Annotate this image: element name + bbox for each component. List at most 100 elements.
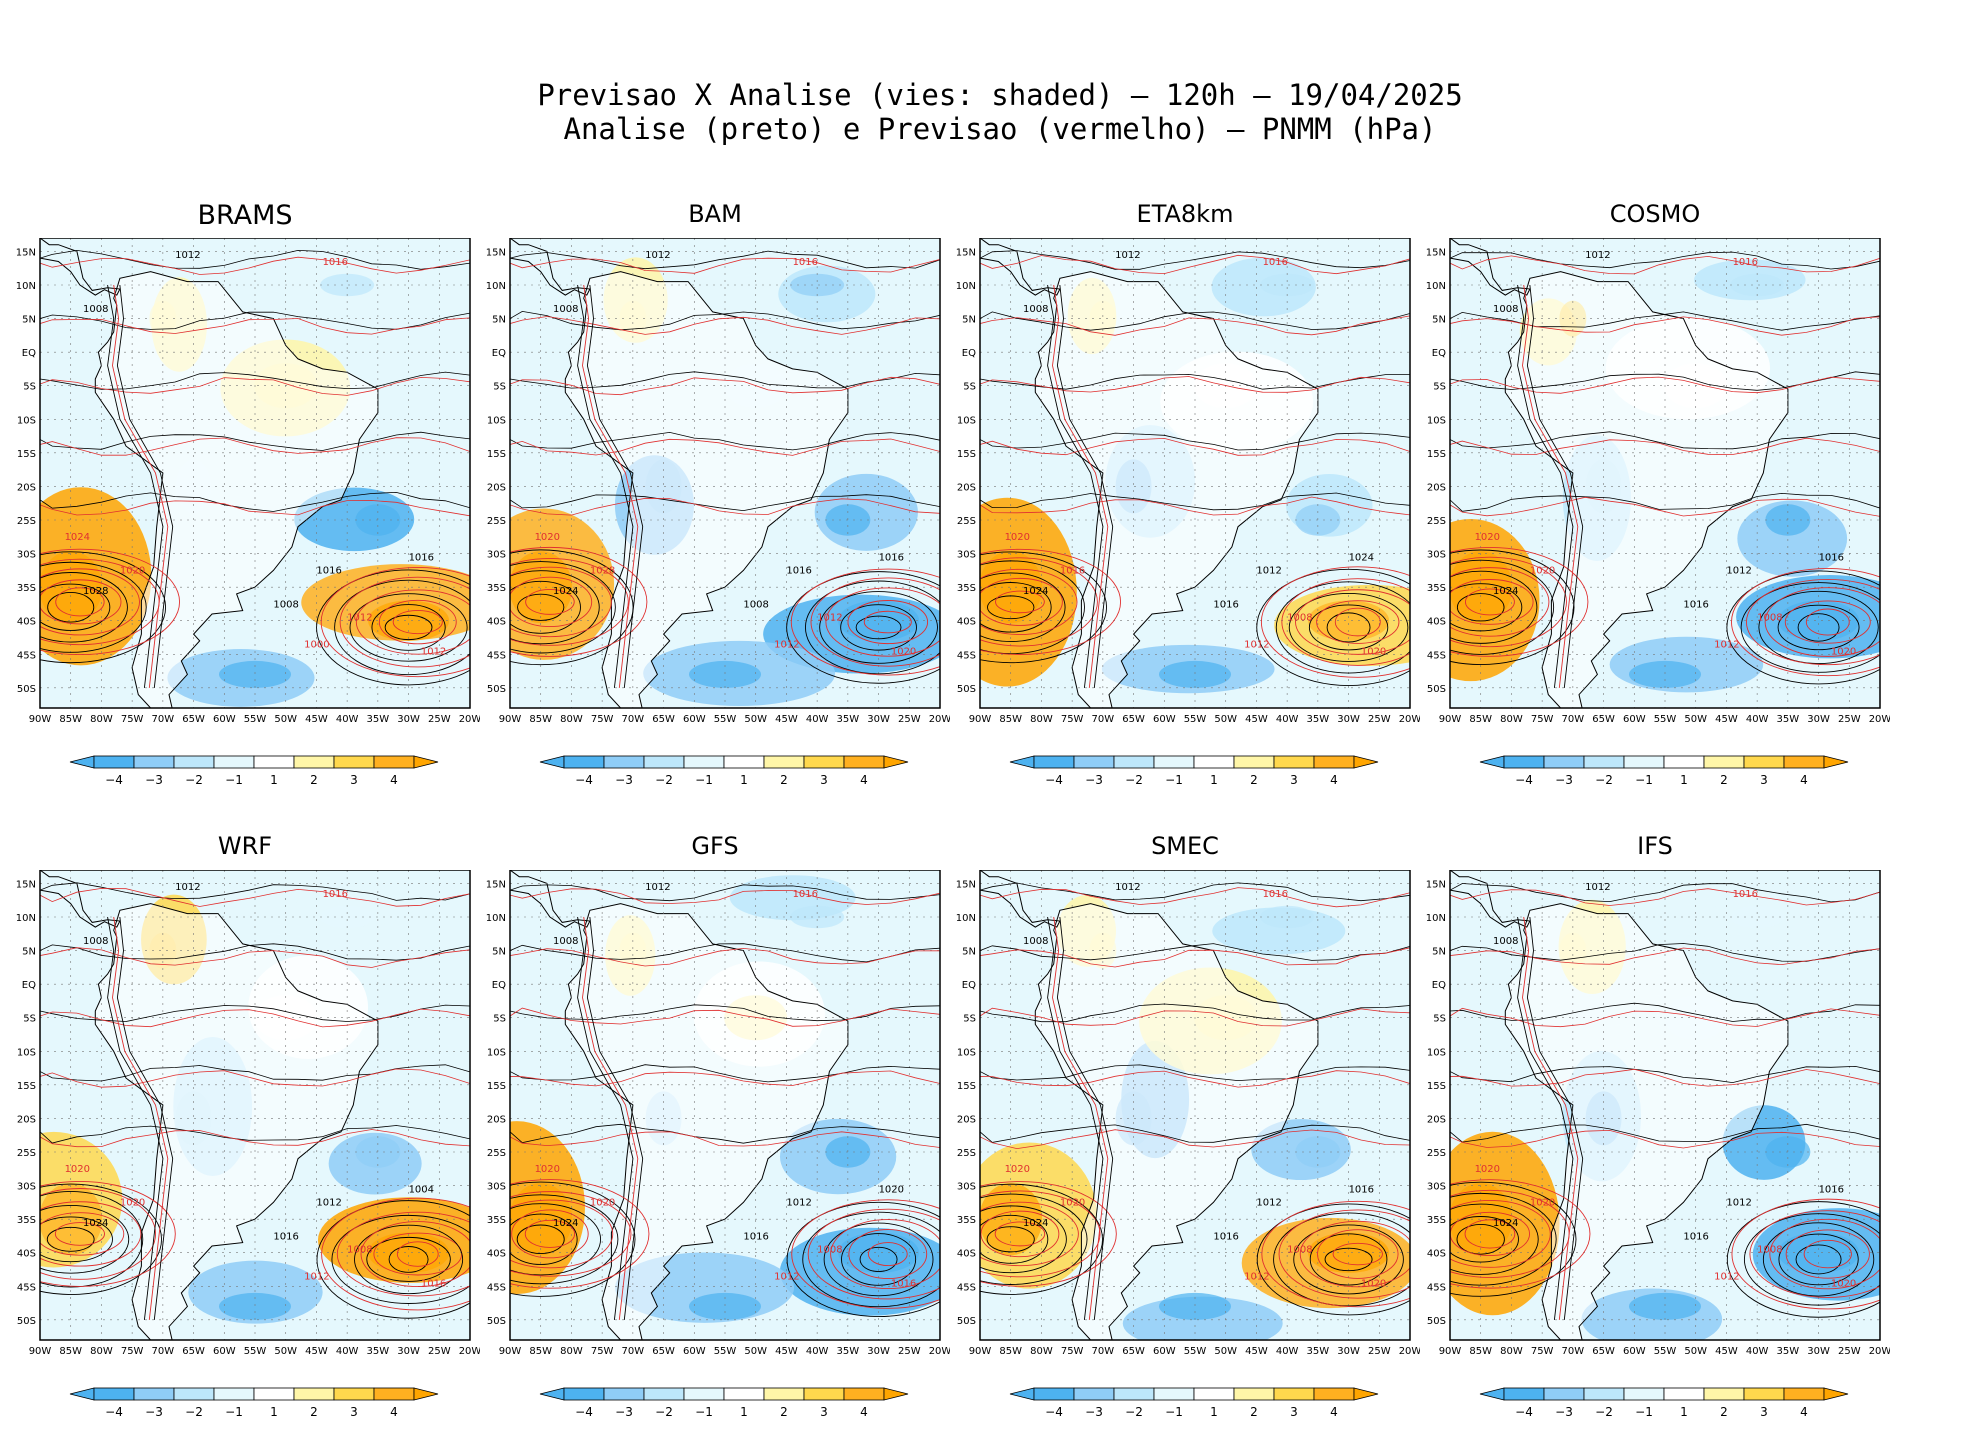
lat-tick-label: 15S <box>1427 449 1446 460</box>
forecast-isobar <box>1334 607 1381 637</box>
lon-tick-label: 25W <box>898 714 921 725</box>
colorbar-segment <box>333 1387 375 1401</box>
lon-tick-label: 60W <box>1153 1346 1176 1357</box>
lon-tick-label: 75W <box>591 714 614 725</box>
colorbar-label: −1 <box>225 773 243 787</box>
analysis-isobar <box>40 1183 162 1295</box>
colorbar-label: −3 <box>1555 773 1573 787</box>
map-frame: 1012 1016 1008 1020 1024 1020 1012 1008 1016 1012… <box>956 870 1420 1357</box>
forecast-isobar <box>830 1219 940 1290</box>
contour-label: 1012 <box>421 646 446 657</box>
bias-shade-core <box>1629 1292 1701 1320</box>
contour-label: 1020 <box>1475 1164 1500 1175</box>
colorbar-label: 4 <box>860 773 868 787</box>
forecast-isobar <box>1450 437 1880 455</box>
colorbar-label: 1 <box>1680 773 1688 787</box>
contour-label: 1024 <box>553 1218 578 1229</box>
analysis-isobar <box>510 1004 940 1022</box>
colorbar-arrow-high <box>1823 755 1849 769</box>
forecast-isobar <box>510 1007 940 1027</box>
colorbar-segment <box>373 755 415 769</box>
lon-tick-label: 50W <box>1214 1346 1237 1357</box>
lat-tick-label: 10S <box>17 415 36 426</box>
colorbar-label: −3 <box>615 1405 633 1419</box>
panel-title: IFS <box>1637 832 1673 860</box>
analysis-isobar <box>384 614 433 641</box>
lon-tick-label: 85W <box>59 714 82 725</box>
lon-tick-label: 70W <box>1092 714 1115 725</box>
forecast-isobar <box>847 600 929 645</box>
forecast-isobar <box>40 1212 125 1256</box>
analysis-isobar <box>40 249 470 270</box>
forecast-isobar <box>355 589 470 655</box>
colorbar-label: 4 <box>860 1405 868 1419</box>
analysis-isobar <box>510 1181 636 1297</box>
analysis-isobar <box>331 1214 470 1304</box>
forecast-isobar <box>1450 888 1880 906</box>
lat-tick-label: 20S <box>17 1114 36 1125</box>
contour-label: 1020 <box>535 1164 560 1175</box>
contour-label: 1008 <box>817 1245 842 1256</box>
analysis-isobar <box>40 583 111 631</box>
contour-label: 1012 <box>175 250 200 261</box>
lat-tick-label: 25S <box>957 516 976 527</box>
lat-tick-label: 10N <box>1426 913 1446 924</box>
lon-tick-label: 70W <box>1562 1346 1585 1357</box>
colorbar: −4 −3 −2 −1 1 2 3 4 <box>1479 755 1849 787</box>
contour-label: 1024 <box>65 532 90 543</box>
forecast-isobar <box>980 1070 1410 1088</box>
analysis-isobar <box>1308 604 1389 651</box>
lon-tick-label: 20W <box>1399 1346 1420 1357</box>
contour-label: 1016 <box>1349 1184 1374 1195</box>
lat-tick-label: EQ <box>1432 980 1446 991</box>
colorbar-segment <box>1583 755 1625 769</box>
bias-shade-core <box>689 660 761 688</box>
forecast-isobar <box>1769 1218 1880 1290</box>
analysis-isobar <box>1450 559 1555 655</box>
forecast-isobar <box>980 947 1410 968</box>
lat-tick-label: 20S <box>487 482 506 493</box>
colorbar-label: 1 <box>270 1405 278 1419</box>
colorbar-label: 4 <box>390 1405 398 1419</box>
bias-shade-core <box>1308 1232 1390 1273</box>
lat-tick-label: 45S <box>1427 1282 1446 1293</box>
lon-tick-label: 70W <box>152 1346 175 1357</box>
forecast-isobar <box>1316 600 1400 644</box>
colorbar-label: −1 <box>695 773 713 787</box>
lat-tick-label: 40S <box>487 617 506 628</box>
forecast-isobar <box>55 587 105 617</box>
forecast-isobar <box>1450 1200 1551 1268</box>
colorbar-arrow-high <box>883 1387 909 1401</box>
analysis-isobar <box>980 250 1410 270</box>
lat-tick-label: 45S <box>17 1282 36 1293</box>
colorbar-label: −4 <box>575 1405 593 1419</box>
colorbar-segment <box>603 755 645 769</box>
analysis-isobar <box>1778 1233 1859 1286</box>
colorbar-segment <box>1033 1387 1075 1401</box>
forecast-isobar <box>807 1208 940 1300</box>
lat-tick-label: 10N <box>956 281 976 292</box>
analysis-isobar <box>1726 1201 1880 1318</box>
colorbar-segment <box>1073 1387 1115 1401</box>
map-frame: 1012 1016 1008 1024 1028 1020 1016 1012 1008 1000… <box>16 238 480 725</box>
contour-label: 1012 <box>645 250 670 261</box>
lon-tick-label: 45W <box>1245 1346 1268 1357</box>
map-frame: 1012 1016 1008 1020 1024 1028 1016 1012 1008 1012… <box>486 238 950 725</box>
lon-tick-label: 90W <box>499 714 522 725</box>
lon-tick-label: 35W <box>1307 1346 1330 1357</box>
lon-tick-label: 90W <box>499 1346 522 1357</box>
contour-label: 1008 <box>1023 936 1048 947</box>
andes-isobar <box>107 916 164 1320</box>
lat-tick-label: 10N <box>956 913 976 924</box>
analysis-isobar <box>40 1125 470 1144</box>
analysis-isobar <box>1450 570 1538 644</box>
lat-tick-label: 35S <box>487 583 506 594</box>
forecast-isobar <box>40 887 470 907</box>
colorbar-label: 1 <box>1680 1405 1688 1419</box>
lat-tick-label: 10S <box>957 415 976 426</box>
lat-tick-label: 30S <box>957 550 976 561</box>
forecast-isobar <box>1450 567 1550 637</box>
lon-tick-label: 60W <box>213 1346 236 1357</box>
lat-tick-label: 45S <box>17 650 36 661</box>
forecast-isobar <box>40 1188 157 1280</box>
